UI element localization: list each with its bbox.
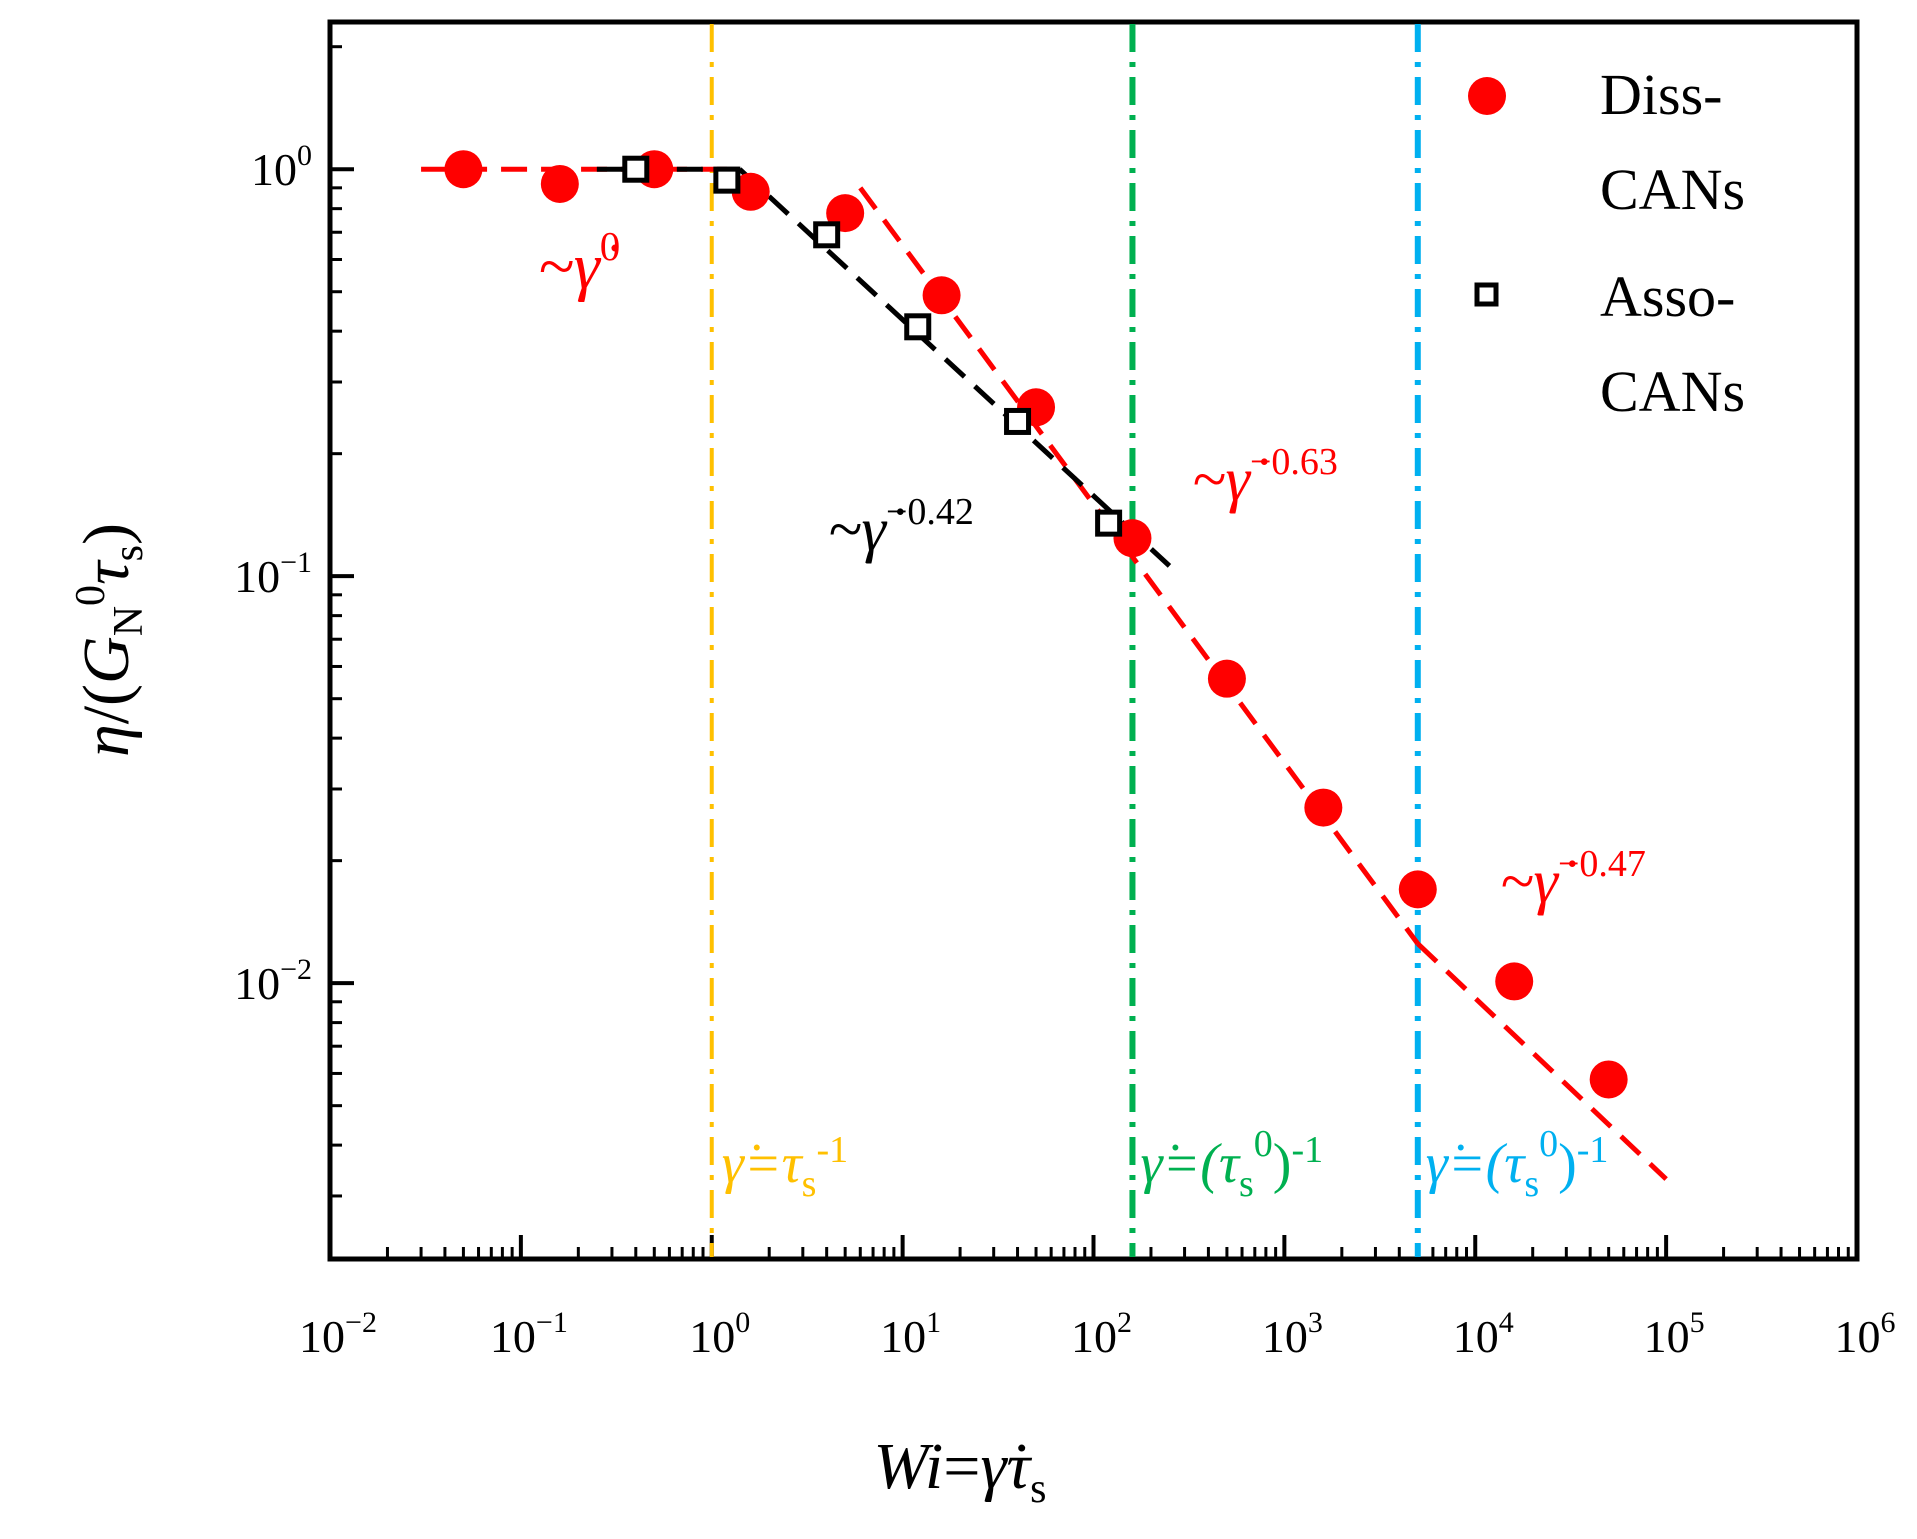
point-diss-cans xyxy=(444,150,483,189)
x-tick-label: 10−1 xyxy=(490,1306,568,1362)
major-ticks xyxy=(328,167,1859,1259)
minor-ticks xyxy=(330,45,1850,1259)
x-tick-label: 103 xyxy=(1262,1306,1323,1362)
legend-label-diss-line2: CANs xyxy=(1600,157,1745,222)
vline-label-2: γ̇=(τs0)-1 xyxy=(1426,1123,1609,1205)
point-diss-cans xyxy=(1398,870,1437,909)
point-diss-cans xyxy=(1113,519,1152,558)
point-asso-cans xyxy=(622,155,650,183)
x-tick-label: 100 xyxy=(689,1306,750,1362)
y-tick-label: 100 xyxy=(251,139,312,195)
data-points xyxy=(444,150,1628,1099)
point-diss-cans xyxy=(1589,1060,1628,1099)
point-asso-cans xyxy=(813,221,841,249)
x-tick-label: 106 xyxy=(1835,1306,1896,1362)
x-tick-label: 104 xyxy=(1453,1306,1514,1362)
point-asso-cans xyxy=(1095,509,1123,537)
x-tick-label: 105 xyxy=(1644,1306,1705,1362)
vline-label-0: γ̇=τs-1 xyxy=(722,1129,848,1205)
annotation-slope-0: ~γ̇0 xyxy=(538,223,620,303)
point-asso-cans xyxy=(904,313,932,341)
y-tick-label: 10−2 xyxy=(234,953,312,1009)
legend-label-asso-line1: Asso- xyxy=(1600,264,1735,329)
fit-lines xyxy=(421,166,1668,1181)
y-axis-title: η/(GN0τs) xyxy=(68,523,152,757)
annotation-slope-0.47: ~γ̇−0.47 xyxy=(1500,843,1646,916)
x-tick-labels: 10−2 10−1 100 101 102 103 104 105 106 xyxy=(299,1306,1895,1362)
legend-marker-asso-cans xyxy=(1474,282,1499,307)
vline-label-1: γ̇=(τs0)-1 xyxy=(1140,1123,1323,1205)
point-asso-cans xyxy=(713,166,741,194)
vertical-lines xyxy=(709,24,1421,1257)
x-axis-title: Wi=γ̇τs xyxy=(874,1430,1047,1512)
y-tick-labels: 10−2 10−1 100 xyxy=(234,139,312,1009)
fit-line-2 xyxy=(1416,941,1668,1181)
x-tick-label: 101 xyxy=(880,1306,941,1362)
point-diss-cans xyxy=(731,172,770,211)
legend-label-asso-line2: CANs xyxy=(1600,359,1745,424)
point-diss-cans xyxy=(922,276,961,315)
annotation-slope-0.42: ~γ̇−0.42 xyxy=(828,491,974,564)
point-diss-cans xyxy=(1207,659,1246,698)
x-tick-label: 10−2 xyxy=(299,1306,377,1362)
legend: Diss- CANs Asso- CANs xyxy=(1468,62,1745,424)
annotations: ~γ̇0 ~γ̇−0.42 ~γ̇−0.63 ~γ̇−0.47 γ̇=τs-1 γ̇=(τ… xyxy=(538,223,1646,1205)
legend-marker-diss-cans xyxy=(1468,77,1506,115)
point-diss-cans xyxy=(540,164,579,203)
annotation-slope-0.63: ~γ̇−0.63 xyxy=(1192,441,1338,514)
point-diss-cans xyxy=(1495,962,1534,1001)
x-tick-label: 102 xyxy=(1071,1306,1132,1362)
point-asso-cans xyxy=(1004,407,1032,435)
legend-label-diss-line1: Diss- xyxy=(1600,62,1722,127)
fit-line-4 xyxy=(737,167,1172,568)
point-diss-cans xyxy=(1304,788,1343,827)
y-tick-label: 10−1 xyxy=(234,546,312,602)
